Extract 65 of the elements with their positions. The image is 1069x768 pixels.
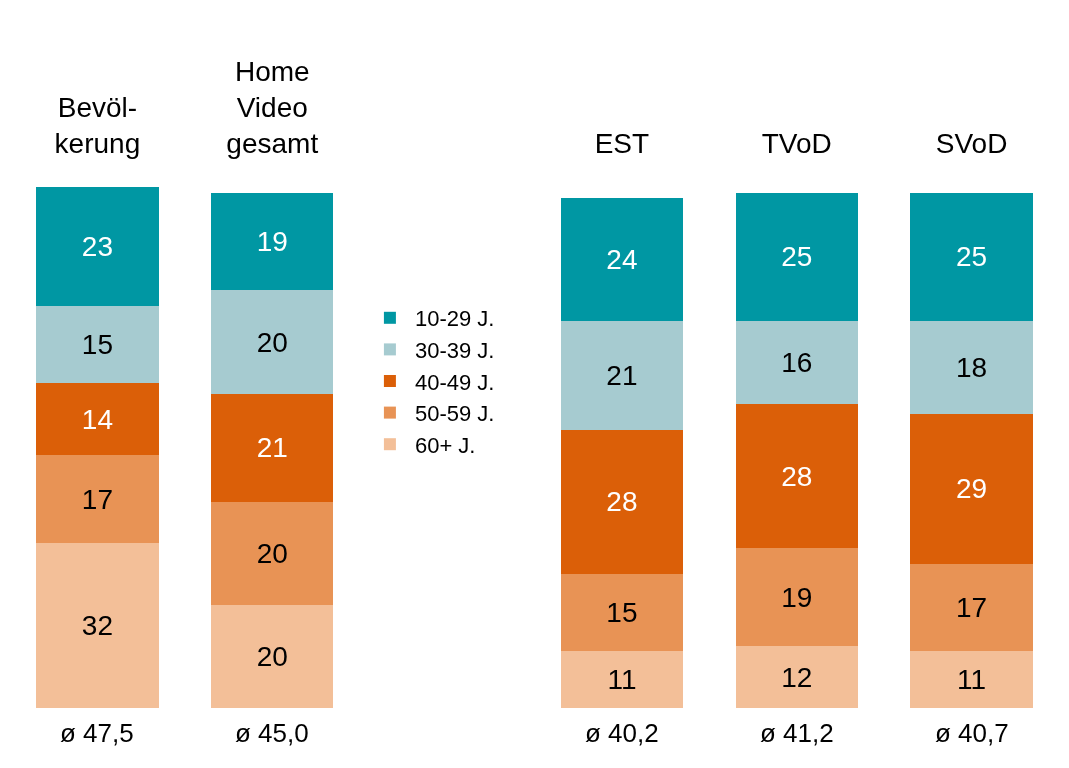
data-label: 19	[781, 581, 813, 613]
legend-label: 10-29 J.	[414, 306, 495, 332]
bar	[36, 305, 159, 384]
bar	[211, 290, 334, 394]
bar	[36, 383, 159, 456]
x-tick-label: Bevöl- kerung	[54, 92, 141, 160]
bar	[211, 192, 334, 291]
text: ø 40,7	[935, 718, 1009, 748]
data-label: 19	[256, 226, 288, 258]
bar	[36, 543, 159, 708]
data-label: 11	[957, 664, 987, 696]
bar	[910, 651, 1033, 708]
data-label: 17	[81, 483, 113, 515]
data-label: 20	[256, 537, 288, 569]
data-label: 15	[606, 597, 638, 629]
data-label: 28	[781, 460, 813, 492]
data-label: 29	[956, 473, 988, 505]
data-label: 12	[781, 661, 813, 693]
x-tick-label: TVoD	[761, 128, 832, 160]
bar	[560, 651, 684, 708]
x-tick-label: EST	[594, 128, 650, 160]
data-label: 20	[256, 640, 288, 672]
bar	[735, 321, 858, 404]
bar	[910, 321, 1033, 415]
bar	[560, 573, 684, 652]
bar	[910, 414, 1033, 564]
data-label: 24	[606, 244, 638, 276]
bar	[36, 187, 159, 306]
text: ø 45,0	[235, 718, 309, 748]
x-tick-label: Home Video gesamt	[226, 55, 319, 160]
bar	[560, 429, 684, 574]
text: ø 41,2	[760, 718, 834, 748]
bar	[735, 548, 858, 647]
bar	[735, 403, 858, 549]
text: ø 40,2	[585, 718, 659, 748]
legend-label: 60+ J.	[414, 432, 476, 458]
data-label: 32	[81, 610, 113, 642]
data-label: 28	[606, 486, 638, 518]
data-label: 16	[781, 347, 813, 379]
bar	[211, 393, 334, 502]
legend-label: 50-59 J.	[414, 401, 495, 427]
bar	[735, 646, 858, 708]
legend-label: 40-49 J.	[414, 369, 495, 395]
data-label: 18	[956, 352, 988, 384]
data-label: 23	[81, 231, 113, 263]
data-label: 25	[781, 241, 813, 273]
data-label: 21	[256, 432, 288, 464]
data-label: 21	[606, 360, 638, 392]
data-label: 20	[256, 326, 288, 358]
data-label: 17	[956, 591, 988, 623]
data-label: 25	[956, 241, 988, 273]
bar	[560, 197, 684, 322]
bar	[735, 192, 858, 322]
bar	[910, 192, 1033, 322]
bar	[36, 455, 159, 544]
data-label: 11	[607, 664, 637, 696]
x-tick-label: SVoD	[935, 128, 1008, 160]
data-label: 15	[81, 329, 113, 361]
bar	[211, 604, 334, 708]
text: ø 47,5	[60, 718, 134, 748]
bar	[560, 321, 684, 430]
data-label: 14	[81, 403, 113, 435]
bar	[910, 563, 1033, 652]
bar	[211, 501, 334, 605]
legend-label: 30-39 J.	[414, 337, 495, 363]
